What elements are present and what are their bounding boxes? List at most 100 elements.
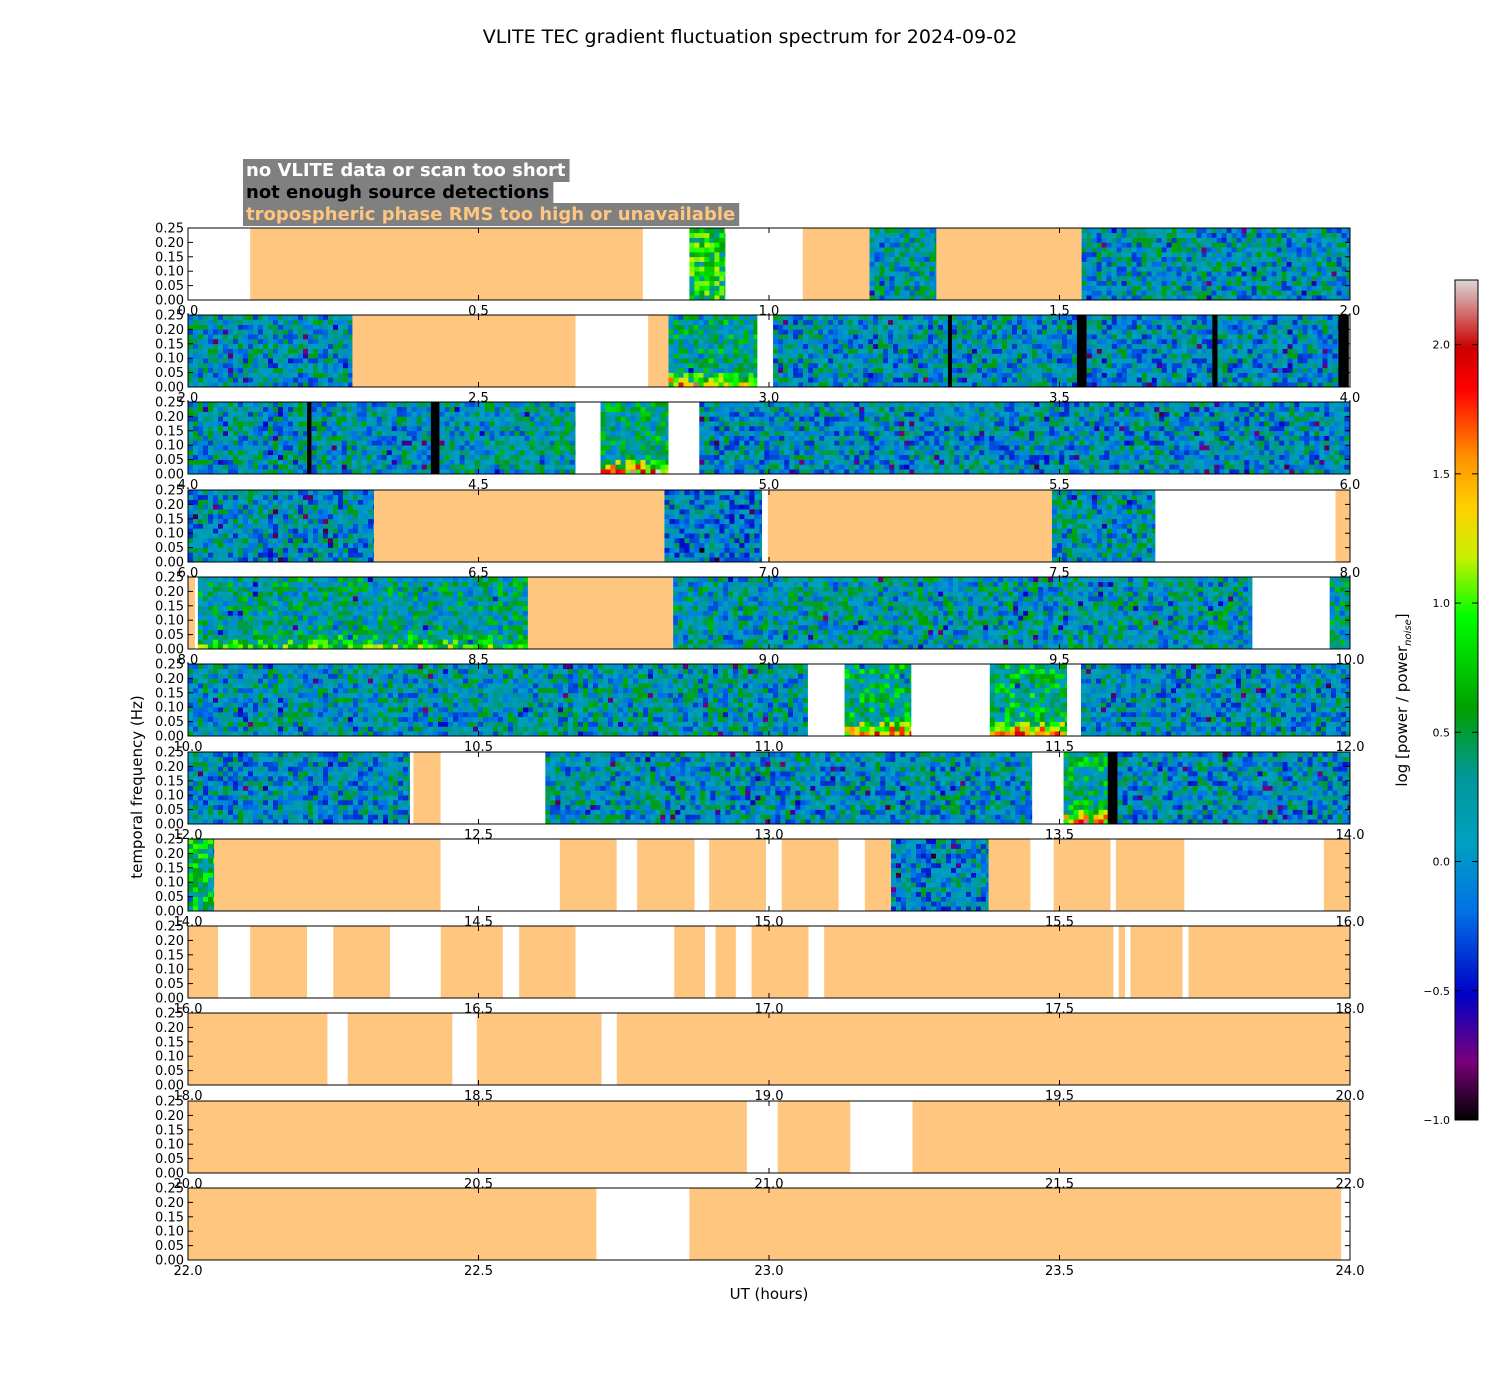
spectrum-cell xyxy=(1251,271,1257,277)
spectrum-cell xyxy=(914,271,920,277)
spectrum-cell xyxy=(1302,315,1308,321)
spectrum-cell xyxy=(1296,247,1302,253)
spectrum-cell xyxy=(918,343,924,349)
spectrum-cell xyxy=(1276,242,1282,248)
spectrum-cell xyxy=(489,421,495,427)
spectrum-cell xyxy=(203,440,209,446)
spectrum-cell xyxy=(873,334,879,340)
spectrum-cell xyxy=(534,411,540,417)
spectrum-cell xyxy=(1241,252,1247,258)
spectrum-cell xyxy=(1176,290,1182,296)
spectrum-cell xyxy=(748,358,754,364)
spectrum-cell xyxy=(283,421,289,427)
spectrum-cell xyxy=(1156,324,1163,330)
spectrum-cell xyxy=(449,402,455,408)
spectrum-cell xyxy=(1027,353,1033,359)
spectrum-cell xyxy=(823,377,829,383)
spectrum-cell xyxy=(273,450,279,456)
spectrum-cell xyxy=(1262,348,1268,354)
spectrum-cell xyxy=(668,353,674,359)
spectrum-cell xyxy=(1221,261,1227,267)
spectrum-cell xyxy=(625,421,631,427)
spectrum-cell xyxy=(346,421,353,427)
spectrum-cell xyxy=(843,377,849,383)
spectrum-cell xyxy=(1012,377,1018,383)
spectrum-cell xyxy=(198,454,204,460)
spectrum-cell xyxy=(753,353,758,359)
spectrum-cell xyxy=(1022,363,1028,369)
spectrum-cell xyxy=(1057,358,1063,364)
spectrum-cell xyxy=(1091,319,1098,325)
spectrum-cell xyxy=(193,348,199,354)
spectrum-cell xyxy=(1141,339,1148,345)
spectrum-cell xyxy=(1272,339,1278,345)
spectrum-cell xyxy=(903,377,909,383)
spectrum-cell xyxy=(1206,363,1213,369)
spectrum-cell xyxy=(1211,290,1217,296)
spectrum-cell xyxy=(843,329,849,335)
spectrum-cell xyxy=(615,430,621,436)
spectrum-cell xyxy=(1241,242,1247,248)
spectrum-cell xyxy=(884,271,890,277)
spectrum-cell xyxy=(723,339,729,345)
spectrum-cell xyxy=(1181,339,1188,345)
spectrum-cell xyxy=(469,464,475,470)
spectrum-cell xyxy=(1322,334,1328,340)
spectrum-cell xyxy=(738,319,744,325)
spectrum-cell xyxy=(1186,339,1193,345)
spectrum-cell xyxy=(1052,358,1058,364)
spectrum-cell xyxy=(992,367,998,373)
spectrum-cell xyxy=(228,445,234,451)
spectrum-cell xyxy=(909,237,915,243)
spectrum-cell xyxy=(1221,266,1227,272)
spectrum-cell xyxy=(1156,343,1163,349)
spectrum-cell xyxy=(1022,382,1028,388)
spectrum-cell xyxy=(793,343,799,349)
spectrum-cell xyxy=(793,367,799,373)
spectrum-cell xyxy=(888,377,894,383)
spectrum-cell xyxy=(318,367,324,373)
spectrum-cell xyxy=(650,406,656,412)
spectrum-cell xyxy=(1111,358,1118,364)
spectrum-cell xyxy=(479,454,485,460)
spectrum-cell xyxy=(371,421,378,427)
spectrum-cell xyxy=(620,440,626,446)
spectrum-cell xyxy=(544,430,550,436)
spectrum-cell xyxy=(343,367,349,373)
spectrum-cell xyxy=(529,450,535,456)
spectrum-cell xyxy=(426,421,432,427)
spectrum-cell xyxy=(454,421,460,427)
spectrum-cell xyxy=(288,319,294,325)
spectrum-cell xyxy=(356,469,363,475)
spectrum-cell xyxy=(1262,377,1268,383)
spectrum-cell xyxy=(1042,358,1048,364)
spectrum-cell xyxy=(386,406,393,412)
spectrum-cell xyxy=(268,435,274,441)
spectrum-cell xyxy=(1146,377,1153,383)
spectrum-cell xyxy=(708,358,714,364)
spectrum-cell xyxy=(258,319,264,325)
spectrum-cell xyxy=(833,329,839,335)
spectrum-cell xyxy=(694,256,700,262)
spectrum-cell xyxy=(1312,348,1318,354)
spectrum-cell xyxy=(1166,372,1173,378)
spectrum-cell xyxy=(318,382,324,388)
spectrum-cell xyxy=(913,367,919,373)
spectrum-cell xyxy=(283,402,289,408)
spectrum-cell xyxy=(1241,237,1247,243)
spectrum-cell xyxy=(338,367,344,373)
spectrum-cell xyxy=(1161,256,1167,262)
spectrum-cell xyxy=(1007,334,1013,340)
spectrum-cell xyxy=(1151,358,1158,364)
spectrum-cell xyxy=(650,445,656,451)
spectrum-cell xyxy=(489,411,495,417)
spectrum-cell xyxy=(238,372,244,378)
spectrum-cell xyxy=(743,372,749,378)
spectrum-cell xyxy=(1252,329,1258,335)
spectrum-cell xyxy=(1176,353,1183,359)
spectrum-cell xyxy=(1022,343,1028,349)
spectrum-cell xyxy=(208,440,214,446)
spectrum-cell xyxy=(273,348,279,354)
spectrum-cell xyxy=(188,377,194,383)
spectrum-cell xyxy=(977,343,983,349)
